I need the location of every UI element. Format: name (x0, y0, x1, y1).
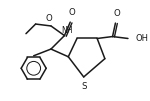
Text: S: S (81, 82, 86, 91)
Text: O: O (69, 8, 76, 17)
Text: O: O (46, 14, 52, 23)
Text: OH: OH (136, 34, 149, 43)
Text: O: O (113, 9, 120, 18)
Text: NH: NH (62, 26, 73, 35)
